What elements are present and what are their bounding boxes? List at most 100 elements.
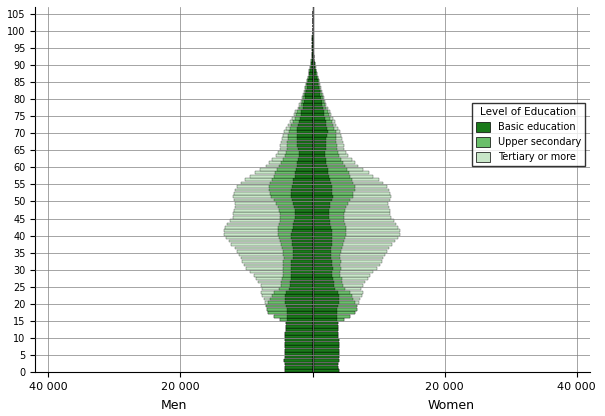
Bar: [313, 305, 358, 307]
Bar: [313, 230, 400, 232]
Bar: [288, 124, 313, 126]
Bar: [313, 154, 339, 157]
Bar: [313, 83, 318, 85]
Bar: [313, 294, 339, 297]
Bar: [313, 250, 331, 253]
Bar: [311, 62, 313, 65]
Bar: [255, 171, 313, 174]
Bar: [313, 267, 341, 270]
Bar: [313, 339, 339, 342]
Bar: [313, 328, 338, 331]
Bar: [313, 315, 337, 317]
Bar: [283, 134, 313, 136]
Bar: [300, 117, 313, 119]
Bar: [313, 369, 339, 372]
Bar: [313, 141, 342, 144]
Bar: [278, 206, 313, 208]
Bar: [313, 236, 397, 239]
Bar: [286, 332, 313, 334]
Bar: [313, 240, 332, 243]
Bar: [313, 270, 373, 273]
Bar: [313, 69, 316, 72]
Bar: [313, 335, 338, 338]
Bar: [286, 366, 313, 369]
Bar: [313, 236, 332, 239]
Bar: [287, 318, 313, 321]
Bar: [297, 127, 313, 130]
Bar: [313, 243, 393, 246]
Bar: [313, 175, 373, 178]
Bar: [313, 127, 338, 130]
Bar: [286, 332, 313, 334]
Bar: [278, 226, 313, 229]
Bar: [313, 325, 338, 328]
Bar: [313, 196, 391, 198]
Bar: [313, 93, 321, 96]
Bar: [313, 202, 330, 205]
Bar: [285, 342, 313, 345]
Bar: [313, 192, 390, 195]
Bar: [313, 322, 338, 324]
Bar: [227, 223, 313, 225]
Bar: [313, 257, 331, 260]
Bar: [313, 103, 327, 106]
Bar: [313, 148, 344, 150]
Bar: [313, 93, 323, 96]
Bar: [286, 328, 313, 331]
Bar: [313, 114, 332, 116]
Bar: [272, 294, 313, 297]
Bar: [313, 144, 327, 147]
Bar: [293, 226, 313, 229]
Bar: [313, 213, 344, 215]
Bar: [285, 154, 313, 157]
Bar: [260, 168, 313, 171]
Bar: [304, 89, 313, 92]
Bar: [313, 264, 332, 266]
Bar: [313, 79, 319, 82]
Bar: [302, 97, 313, 99]
Bar: [235, 188, 313, 191]
Bar: [312, 55, 313, 58]
Bar: [294, 206, 313, 208]
Bar: [276, 202, 313, 205]
Bar: [313, 161, 343, 164]
Bar: [313, 137, 342, 140]
Bar: [313, 284, 363, 287]
Bar: [270, 182, 313, 184]
Bar: [269, 161, 313, 164]
Bar: [313, 55, 314, 58]
Bar: [313, 117, 330, 119]
Bar: [292, 233, 313, 235]
Bar: [313, 328, 338, 331]
Bar: [296, 165, 313, 167]
Bar: [313, 213, 390, 215]
Bar: [313, 120, 335, 123]
Bar: [313, 332, 338, 334]
Bar: [313, 89, 321, 92]
Bar: [261, 291, 313, 294]
Bar: [313, 182, 331, 184]
Bar: [313, 199, 350, 201]
Bar: [234, 209, 313, 212]
Bar: [292, 230, 313, 232]
Bar: [285, 301, 313, 304]
Bar: [313, 209, 345, 212]
Bar: [313, 110, 330, 113]
Bar: [313, 141, 336, 144]
Bar: [246, 267, 313, 270]
Bar: [313, 223, 345, 225]
Bar: [313, 171, 349, 174]
Bar: [306, 93, 313, 96]
Bar: [313, 72, 316, 75]
Bar: [270, 298, 313, 300]
Bar: [313, 62, 315, 65]
Bar: [301, 100, 313, 102]
Bar: [226, 236, 313, 239]
Bar: [286, 151, 313, 154]
Bar: [313, 219, 344, 222]
Bar: [292, 243, 313, 246]
Bar: [313, 342, 339, 345]
Bar: [313, 366, 338, 369]
Bar: [279, 236, 313, 239]
Bar: [313, 62, 315, 65]
